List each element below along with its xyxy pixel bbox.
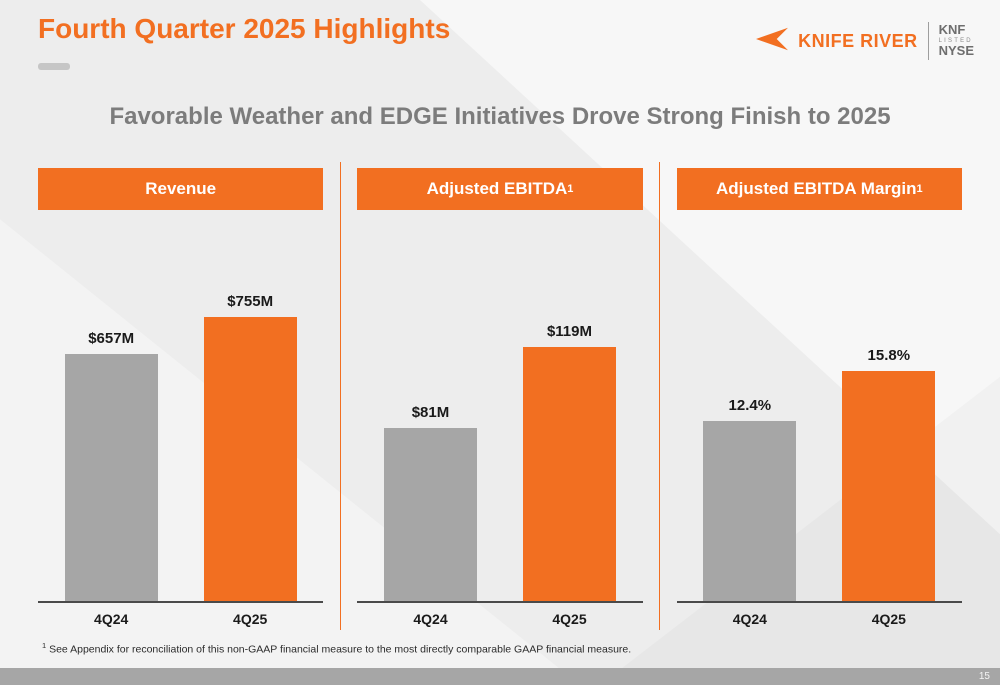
chart-panel-adjusted-ebitda: Adjusted EBITDA 1 $81M $119M 4Q24 4Q25 xyxy=(357,168,643,627)
x-axis-labels: 4Q24 4Q25 xyxy=(357,611,642,627)
bar-value-label: $657M xyxy=(88,330,135,347)
bar-group-4q25: $755M xyxy=(203,293,297,601)
bar-value-label: $755M xyxy=(227,293,274,310)
bar-chart: 12.4% 15.8% xyxy=(676,210,962,603)
panel-divider xyxy=(340,162,341,630)
bar-value-label: 12.4% xyxy=(728,397,772,414)
chart-panel-adjusted-ebitda-margin: Adjusted EBITDA Margin 1 12.4% 15.8% 4Q24… xyxy=(676,168,962,627)
x-axis-label: 4Q24 xyxy=(732,611,767,627)
bar-4q25 xyxy=(522,347,616,601)
panel-divider xyxy=(659,162,660,630)
footer-bar: 15 xyxy=(0,668,1000,685)
page-number: 15 xyxy=(978,671,990,682)
chart-title-bar: Adjusted EBITDA 1 xyxy=(357,168,643,210)
bar-4q25 xyxy=(203,317,297,601)
slide-title: Fourth Quarter 2025 Highlights xyxy=(38,13,451,44)
chart-title: Adjusted EBITDA Margin xyxy=(715,179,917,198)
exchange-label: NYSE xyxy=(938,43,974,59)
x-axis-label: 4Q25 xyxy=(233,611,268,627)
x-axis-label: 4Q25 xyxy=(552,611,587,627)
bar-value-label: 15.8% xyxy=(867,347,911,364)
x-axis-labels: 4Q24 4Q25 xyxy=(677,611,962,627)
x-axis-label: 4Q24 xyxy=(413,611,448,627)
bar-group-4q25: 15.8% xyxy=(842,347,936,601)
bar-4q24 xyxy=(703,421,797,601)
ticker-symbol: KNF xyxy=(938,22,966,38)
logo-divider xyxy=(927,22,929,60)
chart-panels: Revenue $657M $755M 4Q24 4Q25 Adjusted E… xyxy=(38,168,962,627)
bar-group-4q25: $119M xyxy=(522,323,616,601)
chart-title: Revenue xyxy=(145,179,217,198)
bar-group-4q24: $81M xyxy=(383,404,477,601)
bar-4q24 xyxy=(383,428,477,601)
chart-title-bar: Revenue xyxy=(38,168,324,210)
x-axis-label: 4Q24 xyxy=(94,611,129,627)
brand-wordmark: KNIFE RIVER xyxy=(798,30,918,51)
x-axis-label: 4Q25 xyxy=(871,611,906,627)
footnote-text: See Appendix for reconciliation of this … xyxy=(49,643,632,656)
bar-group-4q24: $657M xyxy=(64,330,158,601)
bar-value-label: $119M xyxy=(546,323,592,340)
listed-label: LISTED xyxy=(938,37,973,44)
slide-subtitle: Favorable Weather and EDGE Initiatives D… xyxy=(109,103,891,130)
title-accent-dash xyxy=(38,63,70,70)
chart-panel-revenue: Revenue $657M $755M 4Q24 4Q25 xyxy=(38,168,324,627)
chart-title: Adjusted EBITDA xyxy=(426,179,568,198)
chart-title-bar: Adjusted EBITDA Margin 1 xyxy=(676,168,962,210)
bar-4q25 xyxy=(842,371,936,601)
footnote: 1 See Appendix for reconciliation of thi… xyxy=(42,641,631,656)
bar-value-label: $81M xyxy=(411,404,450,421)
bar-group-4q24: 12.4% xyxy=(703,397,797,601)
x-axis-labels: 4Q24 4Q25 xyxy=(38,611,323,627)
bar-chart: $657M $755M xyxy=(38,210,324,603)
knife-river-logo-icon xyxy=(756,27,789,56)
bar-chart: $81M $119M xyxy=(357,210,643,603)
footnote-ref: 1 xyxy=(42,641,47,650)
nyse-listed-mark: KNF LISTED NYSE xyxy=(939,23,974,58)
brand-logo: KNIFE RIVER KNF LISTED NYSE xyxy=(756,22,974,60)
bar-4q24 xyxy=(64,354,158,601)
